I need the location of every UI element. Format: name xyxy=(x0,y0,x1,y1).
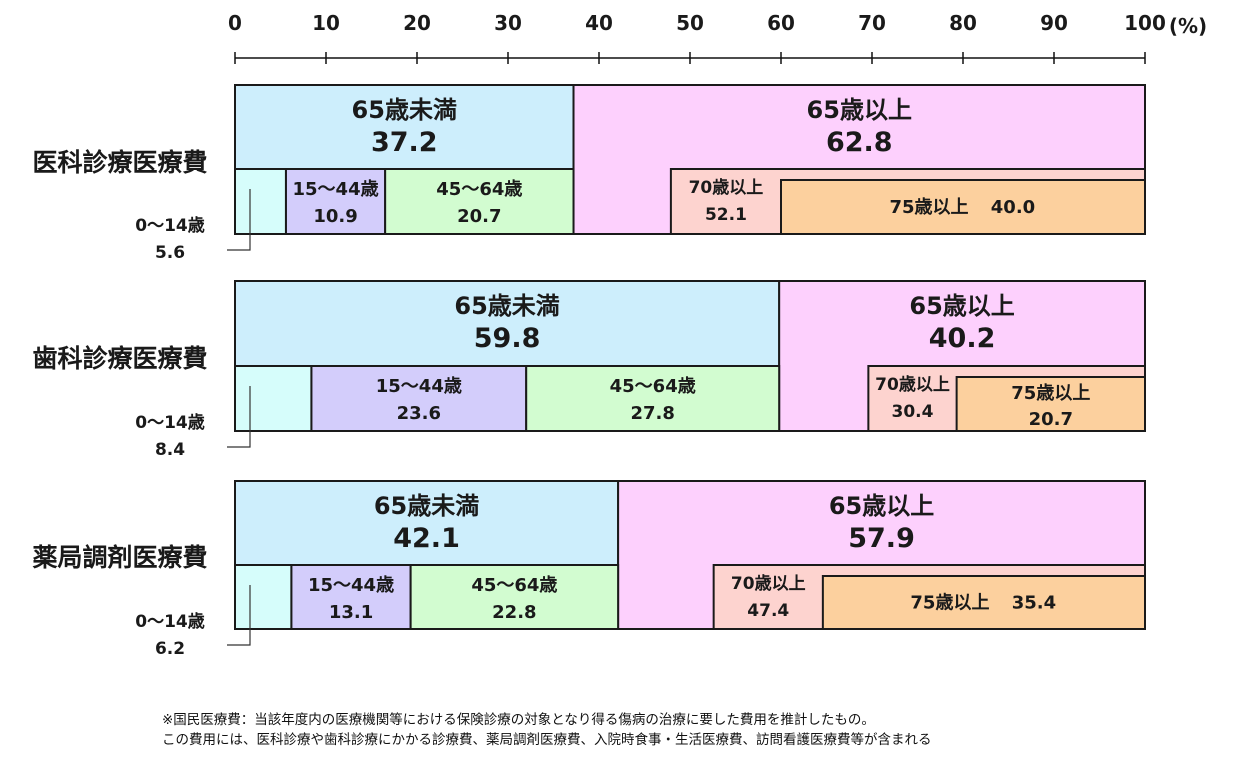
bottom-segment-name: 15〜44歳 xyxy=(293,179,379,200)
bottom-segment-bar xyxy=(525,365,781,432)
top-segment-name: 65歳以上 xyxy=(909,292,1014,320)
x-tick-label: 10 xyxy=(312,11,340,35)
bottom-segment-value: 22.8 xyxy=(492,602,536,623)
x-tick-label: 30 xyxy=(494,11,522,35)
over70-segment-name: 70歳以上 xyxy=(731,573,806,594)
x-tick-label: 80 xyxy=(949,11,977,35)
bottom-segment-name: 15〜44歳 xyxy=(308,575,394,596)
bottom-segment-value: 5.6 xyxy=(155,243,185,263)
footnote-line-2: この費用には、医科診療や歯科診療にかかる診療費、薬局調剤医療費、入院時食事・生活… xyxy=(162,732,932,748)
leader-line xyxy=(227,189,251,251)
leader-line xyxy=(227,386,251,448)
top-segment-value: 42.1 xyxy=(393,523,460,554)
bottom-segment-bar xyxy=(234,564,293,630)
over70-segment-name: 70歳以上 xyxy=(875,374,950,395)
bottom-segment-bar xyxy=(384,168,575,235)
bottom-segment-name: 45〜64歳 xyxy=(436,179,522,200)
bottom-segment-bar xyxy=(284,168,387,235)
over75-segment-name: 75歳以上 xyxy=(910,593,989,614)
top-segment-value: 37.2 xyxy=(371,127,438,158)
bottom-segment-value: 8.4 xyxy=(155,440,185,460)
top-segment-name: 65歳以上 xyxy=(829,492,934,520)
bottom-segment-name: 0〜14歳 xyxy=(135,611,205,632)
top-segment-name: 65歳未満 xyxy=(454,292,559,320)
over75-segment-name: 75歳以上 xyxy=(1011,383,1090,404)
footnote-line-1: ※国民医療費：当該年度内の医療機関等における保険診療の対象となり得る傷病の治療に… xyxy=(162,712,875,728)
bottom-segment-value: 27.8 xyxy=(630,403,674,424)
over75-segment-bar xyxy=(821,575,1146,630)
top-segment-name: 65歳未満 xyxy=(374,492,479,520)
x-tick-label: 90 xyxy=(1040,11,1068,35)
x-axis: 0 10 20 30 40 50 60 70 80 90 100 (%) xyxy=(228,11,1207,64)
bottom-segment-bar xyxy=(234,168,287,235)
row-label: 医科診療医療費 xyxy=(32,148,207,177)
top-segment-bar xyxy=(234,280,781,367)
top-segment-value: 57.9 xyxy=(848,523,915,554)
top-segment-value: 59.8 xyxy=(474,323,541,354)
bottom-segment-value: 13.1 xyxy=(329,602,373,623)
over75-segment-bar xyxy=(780,179,1146,235)
bottom-segment-name: 45〜64歳 xyxy=(471,575,557,596)
bottom-segment-name: 45〜64歳 xyxy=(610,376,696,397)
bottom-segment-value: 6.2 xyxy=(155,639,185,659)
top-segment-value: 62.8 xyxy=(826,127,893,158)
bottom-segment-value: 20.7 xyxy=(457,206,501,227)
over70-segment-value: 47.4 xyxy=(747,601,789,621)
over70-segment-name: 70歳以上 xyxy=(689,177,764,198)
top-segment-name: 65歳未満 xyxy=(352,96,457,124)
x-tick-label: 0 xyxy=(228,11,242,35)
row-1: 医科診療医療費 65歳未満 37.2 65歳以上 62.8 0〜14歳 5.6 15〜44歳 1… xyxy=(32,84,1146,263)
row-3: 薬局調剤医療費 65歳未満 42.1 65歳以上 57.9 0〜14歳 6.2 15〜44歳 1… xyxy=(32,480,1146,659)
over75-segment-bar xyxy=(955,376,1146,432)
over75-segment-value: 20.7 xyxy=(1029,409,1073,430)
over75-segment-name: 75歳以上 xyxy=(889,197,968,218)
bottom-segment-name: 15〜44歳 xyxy=(376,376,462,397)
x-tick-label: 100 xyxy=(1124,11,1166,35)
over70-segment-value: 30.4 xyxy=(892,402,934,422)
top-segment-bar xyxy=(234,84,575,170)
bottom-segment-name: 0〜14歳 xyxy=(135,412,205,433)
row-label: 薬局調剤医療費 xyxy=(32,543,207,572)
chart-rows: 医科診療医療費 65歳未満 37.2 65歳以上 62.8 0〜14歳 5.6 15〜44歳 1… xyxy=(32,84,1146,659)
bottom-segment-value: 23.6 xyxy=(397,403,441,424)
over75-segment-value: 40.0 xyxy=(991,197,1035,218)
leader-line xyxy=(227,585,251,646)
x-tick-label: 20 xyxy=(403,11,431,35)
over75-segment-value: 35.4 xyxy=(1012,593,1056,614)
x-tick-label: 70 xyxy=(858,11,886,35)
x-tick-label: 40 xyxy=(585,11,613,35)
row-label: 歯科診療医療費 xyxy=(32,344,207,373)
top-segment-name: 65歳以上 xyxy=(807,96,912,124)
bottom-segment-bar xyxy=(234,365,313,432)
over70-segment-value: 52.1 xyxy=(705,205,747,225)
row-2: 歯科診療医療費 65歳未満 59.8 65歳以上 40.2 0〜14歳 8.4 15〜44歳 2… xyxy=(32,280,1146,460)
x-tick-label: 60 xyxy=(767,11,795,35)
axis-unit-label: (%) xyxy=(1169,14,1207,38)
bottom-segment-bar xyxy=(409,564,620,630)
x-tick-label: 50 xyxy=(676,11,704,35)
bottom-segment-value: 10.9 xyxy=(313,206,357,227)
bottom-segment-name: 0〜14歳 xyxy=(135,215,205,236)
top-segment-value: 40.2 xyxy=(929,323,996,354)
